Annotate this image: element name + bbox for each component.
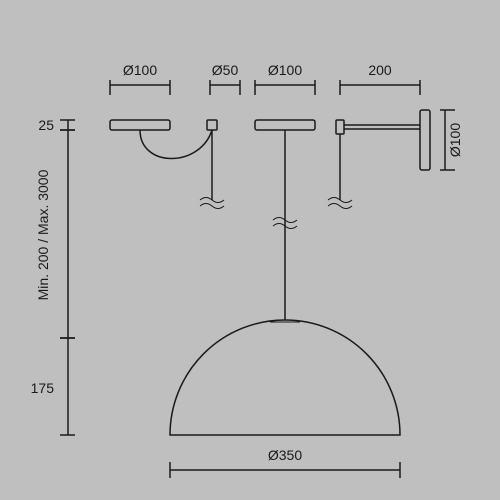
- dim-stem-label: Ø50: [212, 62, 239, 78]
- dim-arm: 200: [340, 62, 420, 95]
- fixture-variant-1: [110, 120, 224, 209]
- dim-canopy1: Ø100: [110, 62, 170, 95]
- dim-shade-diameter-label: Ø350: [268, 447, 302, 463]
- dimension-diagram: Ø100 Ø50 Ø100 200 Ø100 25: [0, 0, 500, 500]
- dim-arm-label: 200: [368, 62, 392, 78]
- dim-side-plate: Ø100: [440, 110, 463, 170]
- dim-stem: Ø50: [210, 62, 240, 95]
- dim-shade-height: 175: [31, 338, 75, 435]
- dim-canopy2-label: Ø100: [268, 62, 302, 78]
- dim-canopy-height-label: 25: [38, 117, 54, 133]
- dim-side-plate-label: Ø100: [447, 123, 463, 157]
- fixture-variant-3: [328, 110, 430, 209]
- dim-shade-diameter: Ø350: [170, 447, 400, 478]
- dim-shade-height-label: 175: [31, 380, 55, 396]
- dim-drop: Min. 200 / Max. 3000: [35, 130, 75, 338]
- dim-canopy1-label: Ø100: [123, 62, 157, 78]
- dome-shade: [170, 320, 400, 435]
- dim-canopy2: Ø100: [255, 62, 315, 95]
- dim-drop-label: Min. 200 / Max. 3000: [35, 169, 51, 300]
